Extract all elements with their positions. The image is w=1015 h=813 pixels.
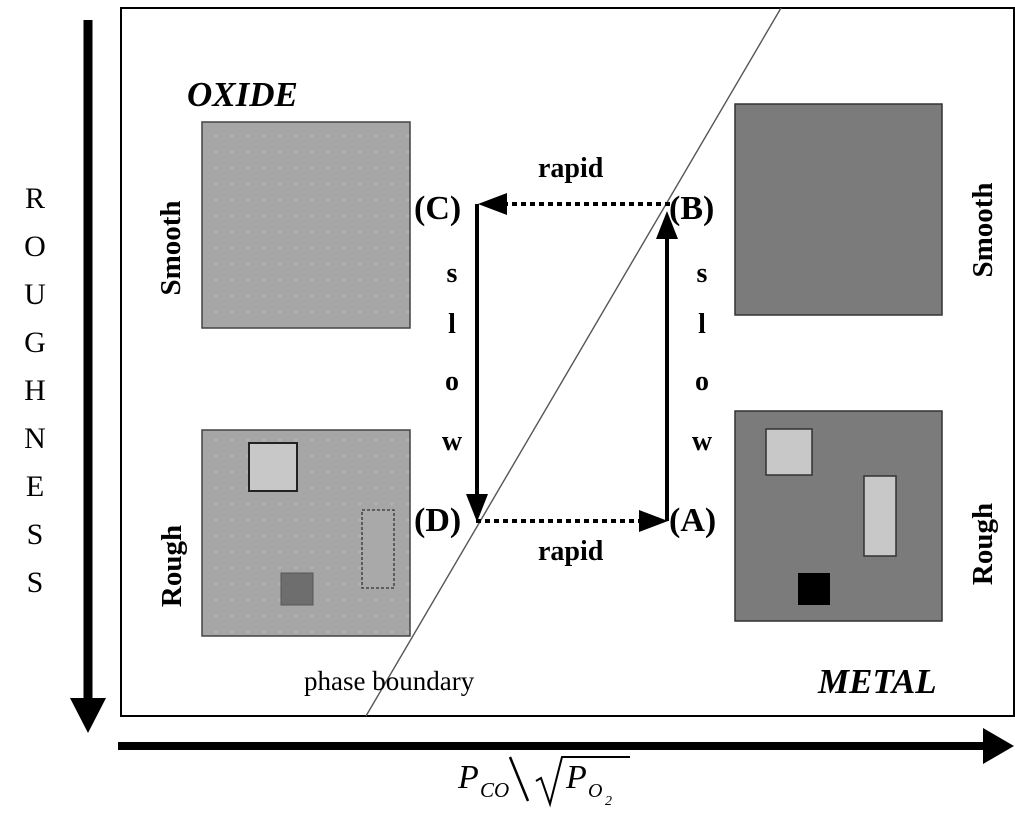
roughness-letter: R <box>25 182 45 215</box>
point-label-a: (A) <box>669 502 716 539</box>
oxide-rough-square <box>201 429 411 637</box>
oxide-region-label: OXIDE <box>187 75 298 114</box>
roughness-letter: E <box>26 470 44 503</box>
slow-letter: w <box>442 426 463 457</box>
slow-letter: o <box>695 366 709 397</box>
metal-rough-label: Rough <box>967 503 999 585</box>
sqrt-sign <box>535 756 630 808</box>
surface-bump <box>765 428 813 476</box>
roughness-axis <box>70 20 106 733</box>
pco-symbol: P <box>457 759 479 796</box>
slow-letter: s <box>697 258 708 289</box>
rapid-label-top: rapid <box>538 153 604 184</box>
roughness-letter: N <box>24 422 46 455</box>
fraction-slash <box>508 756 530 802</box>
slow-letter: o <box>445 366 459 397</box>
slow-letter: l <box>448 309 456 340</box>
oxide-smooth-square <box>201 121 411 329</box>
pressure-axis <box>118 728 1014 764</box>
rapid-label-bottom: rapid <box>538 536 604 567</box>
metal-region-label: METAL <box>817 662 937 701</box>
surface-pit <box>863 475 897 557</box>
point-label-b: (B) <box>669 190 714 227</box>
rapid-arrow-top <box>478 193 670 215</box>
metal-smooth-label: Smooth <box>967 182 999 277</box>
slow-letter: w <box>692 426 713 457</box>
point-label-c: (C) <box>414 190 461 227</box>
slow-label-left: s l o w <box>442 258 463 457</box>
point-label-d: (D) <box>414 502 461 539</box>
phase-boundary-line <box>365 7 782 717</box>
black-patch <box>798 573 830 605</box>
dark-patch <box>280 572 314 606</box>
roughness-letter: O <box>24 230 46 263</box>
metal-smooth-square <box>734 103 943 316</box>
rapid-arrow-bottom <box>476 510 668 532</box>
po2-symbol: P <box>565 759 587 796</box>
pressure-axis-label: P CO P O 2 <box>457 756 630 809</box>
slow-arrow-left <box>466 204 488 522</box>
phase-boundary-label: phase boundary <box>304 666 475 696</box>
roughness-letter: G <box>24 326 46 359</box>
metal-rough-square <box>734 410 943 622</box>
roughness-letter: S <box>27 518 44 551</box>
roughness-axis-label: R O U G H N E S S <box>24 182 46 599</box>
slow-letter: l <box>698 309 706 340</box>
surface-bump <box>248 442 298 492</box>
slow-letter: s <box>447 258 458 289</box>
roughness-letter: S <box>27 566 44 599</box>
oxide-rough-label: Rough <box>156 525 188 607</box>
oxide-smooth-label: Smooth <box>155 200 187 295</box>
roughness-letter: H <box>24 374 46 407</box>
slow-arrow-right <box>656 211 678 521</box>
pco-subscript: CO <box>480 778 509 802</box>
slow-label-right: s l o w <box>692 258 713 457</box>
surface-pit <box>361 509 395 589</box>
po2-subscript: O <box>588 780 602 802</box>
po2-subscript-2: 2 <box>605 794 612 809</box>
roughness-letter: U <box>24 278 46 311</box>
